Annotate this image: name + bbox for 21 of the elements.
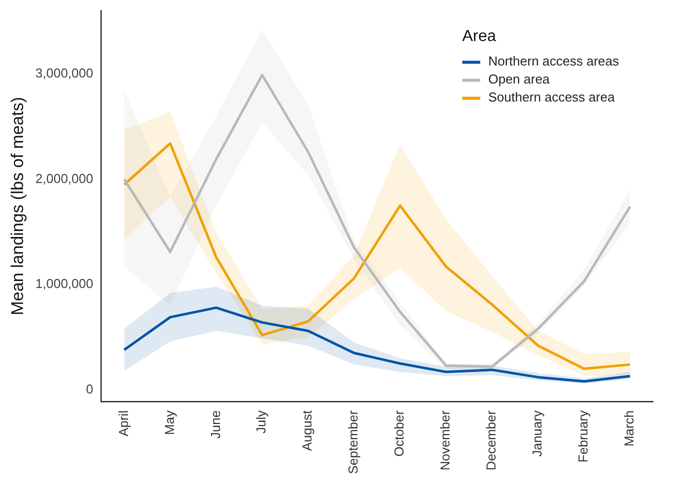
legend-label: Northern access areas [488, 53, 620, 68]
y-tick-label: 2,000,000 [35, 170, 94, 186]
x-tick-label: August [300, 410, 315, 451]
y-tick-label: 3,000,000 [35, 66, 94, 81]
x-tick-label: December [484, 410, 499, 470]
y-tick-label: 0 [86, 381, 94, 396]
x-tick-label: February [576, 410, 591, 462]
x-tick-label: January [530, 410, 545, 457]
x-tick-label: November [438, 410, 453, 470]
x-tick-label: March [622, 410, 637, 447]
y-tick-label: 1,000,000 [35, 276, 94, 292]
x-tick-label: June [208, 410, 223, 439]
x-tick-label: October [392, 410, 407, 457]
legend-label: Southern access area [488, 89, 616, 104]
x-tick-label: May [162, 410, 177, 435]
x-tick-label: April [116, 410, 131, 436]
legend-title: Area [462, 28, 496, 46]
legend-label: Open area [488, 71, 550, 86]
x-tick-label: July [254, 410, 269, 434]
x-tick-label: September [346, 410, 361, 474]
y-axis-title: Mean landings (lbs of meats) [8, 96, 27, 316]
